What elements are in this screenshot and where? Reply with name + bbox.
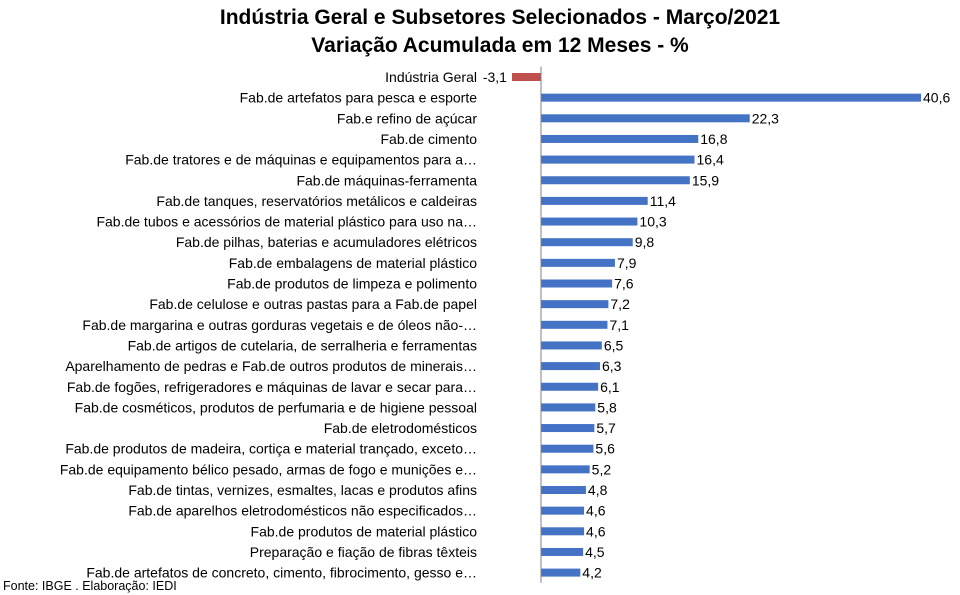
category-label: Aparelhamento de pedras e Fab.de outros … (65, 358, 477, 374)
bar (541, 444, 594, 453)
category-label: Fab.de tanques, reservatórios metálicos … (156, 193, 477, 209)
data-label: 9,8 (635, 234, 655, 250)
category-labels: Indústria Geral Fab.de artefatos para pes… (60, 69, 477, 581)
bar (541, 134, 699, 143)
chart-subtitle: Variação Acumulada em 12 Meses - % (311, 34, 689, 57)
bar (541, 568, 581, 577)
value-labels: -3,1 40,6 22,3 16,8 16,4 15,9 11,4 10,3 9,8 7,9 7,… (483, 69, 951, 581)
source-footnote: Fonte: IBGE . Elaboração: IEDI (3, 579, 177, 593)
data-label: 6,1 (600, 379, 620, 395)
category-label: Fab.de tubos e acessórios de material pl… (96, 214, 477, 230)
category-label: Fab.de produtos de limpeza e polimento (227, 276, 477, 292)
category-label: Fab.de margarina e outras gorduras veget… (82, 317, 477, 333)
data-label: 4,5 (585, 544, 605, 560)
data-label: 5,2 (592, 461, 612, 477)
bar (541, 382, 599, 391)
data-label: 11,4 (650, 193, 676, 209)
category-label: Fab.de fogões, refrigeradores e máquinas… (67, 379, 477, 395)
category-label: Fab.de artefatos de concreto, cimento, f… (86, 565, 477, 581)
data-label: 40,6 (923, 90, 950, 106)
category-label: Fab.de tintas, vernizes, esmaltes, lacas… (128, 482, 477, 498)
bar (541, 527, 585, 536)
data-label: 4,8 (588, 482, 608, 498)
category-label: Fab.de tratores e de máquinas e equipame… (125, 152, 477, 168)
bar (541, 196, 648, 205)
bar (541, 465, 590, 474)
data-label: 5,6 (595, 441, 615, 457)
bar (511, 73, 541, 81)
category-label: Fab.de embalagens de material plástico (229, 255, 477, 271)
category-label: Fab.de eletrodomésticos (324, 420, 477, 436)
data-label: 15,9 (692, 172, 719, 188)
bar (541, 258, 615, 267)
chart-title: Indústria Geral e Subsetores Selecionado… (219, 6, 781, 29)
category-label: Fab.de cimento (381, 131, 478, 147)
data-label: -3,1 (483, 69, 507, 85)
data-label: 6,5 (604, 337, 624, 353)
data-label: 22,3 (752, 110, 779, 126)
bar (541, 320, 608, 329)
category-label: Fab.de produtos de madeira, cortiça e ma… (65, 441, 477, 457)
data-label: 7,1 (609, 317, 629, 333)
data-label: 5,8 (597, 399, 617, 415)
category-label: Fab.de máquinas-ferramenta (296, 172, 477, 188)
bar (541, 506, 585, 515)
data-label: 4,6 (586, 523, 606, 539)
category-label: Preparação e fiação de fibras têxteis (250, 544, 477, 560)
category-label: Indústria Geral (385, 69, 477, 85)
data-label: 16,8 (700, 131, 727, 147)
bar (541, 279, 613, 288)
chart-title-block: Indústria Geral e Subsetores Selecionado… (0, 4, 960, 60)
bar (541, 176, 690, 185)
bar (541, 362, 600, 371)
category-label: Fab.de celulose e outras pastas para a F… (149, 296, 477, 312)
category-label: Fab.e refino de açúcar (337, 110, 477, 126)
bar (541, 238, 633, 247)
category-label: Fab.de equipamento bélico pesado, armas … (60, 461, 477, 477)
category-label: Fab.de pilhas, baterias e acumuladores e… (176, 234, 477, 250)
bar (541, 403, 596, 412)
bar (541, 547, 584, 556)
category-label: Fab.de aparelhos eletrodomésticos não es… (128, 503, 477, 519)
bar (541, 424, 595, 433)
data-label: 4,2 (582, 565, 602, 581)
category-label: Fab.de cosméticos, produtos de perfumari… (75, 399, 477, 415)
bar (541, 217, 638, 226)
bar (541, 93, 922, 102)
category-label: Fab.de artefatos para pesca e esporte (240, 90, 478, 106)
bar (541, 300, 609, 309)
bar (541, 486, 586, 494)
category-label: Fab.de produtos de material plástico (251, 523, 478, 539)
data-label: 7,6 (614, 276, 634, 292)
bar (541, 341, 602, 350)
data-label: 4,6 (586, 503, 606, 519)
data-label: 16,4 (697, 152, 724, 168)
data-label: 5,7 (596, 420, 616, 436)
data-label: 10,3 (639, 214, 666, 230)
bar (541, 114, 750, 123)
bar (541, 155, 695, 164)
category-label: Fab.de artigos de cutelaria, de serralhe… (128, 337, 477, 353)
bars (511, 73, 922, 577)
data-label: 6,3 (602, 358, 622, 374)
data-label: 7,9 (617, 255, 637, 271)
data-label: 7,2 (610, 296, 630, 312)
